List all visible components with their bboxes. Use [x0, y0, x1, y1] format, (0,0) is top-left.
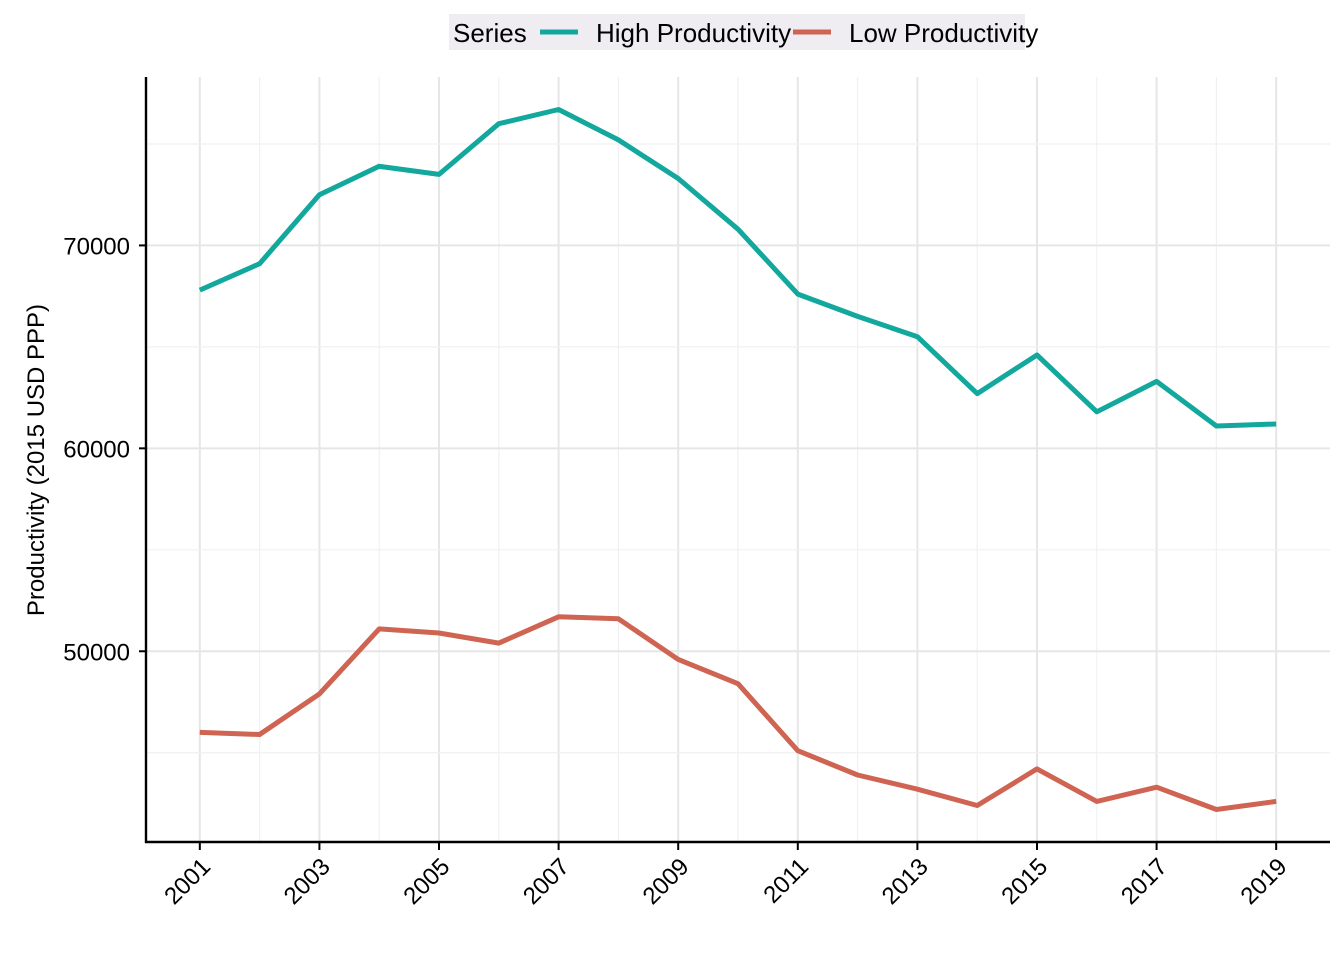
legend-label-low-productivity: Low Productivity	[849, 18, 1038, 48]
gridlines	[146, 77, 1330, 842]
y-axis-title: Productivity (2015 USD PPP)	[23, 304, 50, 616]
legend: Series High Productivity Low Productivit…	[449, 14, 1038, 50]
x-tick-label-2015: 2015	[996, 853, 1053, 910]
series-line-high-productivity	[198, 107, 1277, 429]
x-tick-label-2005: 2005	[398, 853, 455, 910]
x-tick-label-2003: 2003	[279, 853, 336, 910]
x-tick-label-2007: 2007	[518, 853, 575, 910]
x-tick-label-2019: 2019	[1236, 853, 1293, 910]
legend-title: Series	[453, 18, 527, 48]
y-tick-label-70000: 70000	[63, 233, 130, 260]
series-line-low-productivity	[199, 614, 1277, 812]
y-tick-label-50000: 50000	[63, 639, 130, 666]
x-tick-label-2009: 2009	[638, 853, 695, 910]
y-tick-label-60000: 60000	[63, 436, 130, 463]
series-lines	[198, 107, 1277, 812]
x-tick-label-2001: 2001	[159, 853, 216, 910]
x-tick-label-2011: 2011	[758, 853, 814, 909]
x-tick-label-2013: 2013	[877, 853, 934, 910]
legend-label-high-productivity: High Productivity	[596, 18, 791, 48]
x-tick-label-2017: 2017	[1116, 853, 1173, 910]
